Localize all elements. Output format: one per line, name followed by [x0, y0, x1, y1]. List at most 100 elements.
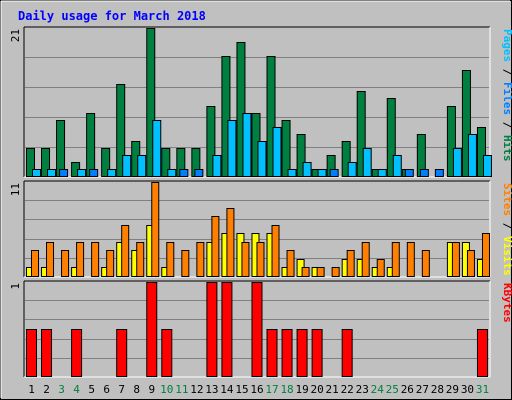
hits-bar [446, 106, 456, 177]
hits-bar [101, 148, 111, 177]
sites-bar [391, 242, 400, 277]
x-axis-day-labels: 1 2 3 4 5 6 7 8 9 10 11 12 13 14 15 16 17 18 19 20 21 22 23 24 2… [28, 383, 489, 396]
x-tick-label: 1 [28, 383, 35, 396]
x-tick-label: 22 [341, 383, 354, 396]
pages-bar [377, 169, 387, 177]
x-tick-label: 24 [371, 383, 385, 396]
pages-bar [107, 169, 117, 177]
x-tick-label: 23 [356, 383, 369, 396]
x-tick-label: 9 [148, 383, 155, 396]
x-tick-label: 13 [205, 383, 218, 396]
x-tick-label: 17 [265, 383, 278, 396]
legend-middle-part: / [501, 216, 512, 236]
pages-bar [287, 169, 297, 177]
pages-bar [347, 162, 357, 177]
pages-bar [137, 155, 147, 177]
sites-bar [151, 182, 160, 277]
sites-bar [226, 208, 235, 277]
sites-bar [106, 250, 115, 277]
x-tick-label: 31 [476, 383, 489, 396]
x-tick-label: 10 [160, 383, 173, 396]
kbytes-bar [116, 329, 128, 377]
sites-bar [481, 233, 490, 277]
x-tick-label: 26 [401, 383, 414, 396]
kbytes-bar [221, 282, 233, 377]
hits-bar [221, 56, 231, 177]
panel-0-ymax-label: 21 [9, 29, 22, 42]
x-tick-label: 29 [446, 383, 459, 396]
legend-middle-part: Sites [501, 183, 512, 216]
pages-bar [302, 162, 312, 177]
hits-bar [386, 98, 396, 177]
files-bar [329, 169, 339, 177]
files-bar [179, 169, 189, 177]
hits-bar [476, 127, 486, 177]
sites-bar [421, 250, 430, 277]
pages-bar [272, 127, 282, 177]
x-tick-label: 21 [326, 383, 339, 396]
pages-bar [167, 169, 177, 177]
x-tick-label: 3 [58, 383, 65, 396]
sites-bar [166, 242, 175, 277]
pages-bar [32, 169, 41, 177]
kbytes-bar [71, 329, 83, 377]
x-tick-label: 16 [250, 383, 263, 396]
hits-bar [341, 141, 351, 177]
sites-bar [91, 242, 100, 277]
hits-bar [281, 120, 291, 177]
hits-bar [146, 28, 156, 177]
x-tick-label: 2 [43, 383, 50, 396]
x-tick-label: 12 [190, 383, 203, 396]
kbytes-bar [266, 329, 278, 377]
pages-bar [77, 169, 87, 177]
x-tick-label: 7 [118, 383, 125, 396]
sites-bar [76, 242, 85, 277]
legend-top-part: Hits [501, 135, 512, 162]
hits-bar [356, 91, 366, 177]
files-bar [59, 169, 69, 177]
x-tick-label: 27 [416, 383, 429, 396]
x-tick-label: 19 [295, 383, 308, 396]
legend-bottom-part: KBytes [501, 283, 512, 323]
files-bar [89, 169, 99, 177]
pages-bar [212, 155, 222, 177]
sites-bar [256, 242, 265, 277]
pages-bar [317, 169, 327, 177]
hits-bar [41, 148, 51, 177]
kbytes-bar [476, 329, 488, 377]
sites-bar [406, 242, 415, 277]
hits-bar [116, 84, 126, 177]
x-tick-label: 28 [431, 383, 444, 396]
kbytes-bar [281, 329, 293, 377]
kbytes-bar [311, 329, 323, 377]
legend-top-part: / [501, 115, 512, 135]
hits-bar [236, 42, 246, 177]
kbytes-bar [206, 282, 218, 377]
sites-bar [46, 242, 55, 277]
chart-bars [26, 28, 492, 377]
sites-bar [331, 267, 340, 277]
x-tick-label: 14 [220, 383, 234, 396]
sites-bar [196, 242, 205, 277]
kbytes-bar [161, 329, 173, 377]
files-bar [404, 169, 414, 177]
x-tick-label: 5 [88, 383, 95, 396]
pages-bar [467, 134, 477, 177]
legend-top: Pages / Files / Hits [501, 29, 512, 162]
legend-top-part: Pages [501, 29, 512, 62]
pages-bar [362, 148, 372, 177]
sites-bar [121, 225, 130, 277]
legend-top-part: Files [501, 82, 512, 115]
kbytes-bar [251, 282, 263, 377]
hits-bar [161, 148, 171, 177]
hits-bar [206, 106, 216, 177]
chart-title: Daily usage for March 2018 [18, 9, 206, 23]
kbytes-bar [26, 329, 37, 377]
sites-bar [346, 250, 355, 277]
kbytes-bar [41, 329, 53, 377]
x-tick-label: 30 [461, 383, 474, 396]
hits-bar [461, 70, 471, 177]
x-tick-label: 15 [235, 383, 248, 396]
